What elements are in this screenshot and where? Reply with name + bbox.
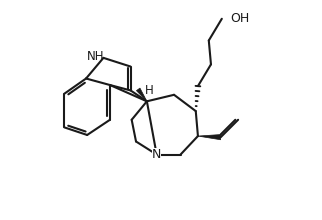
Text: H: H [145, 84, 153, 97]
Polygon shape [198, 135, 221, 140]
Polygon shape [137, 88, 147, 101]
Text: N: N [152, 148, 161, 161]
Text: OH: OH [231, 12, 250, 25]
Text: NH: NH [87, 50, 105, 63]
